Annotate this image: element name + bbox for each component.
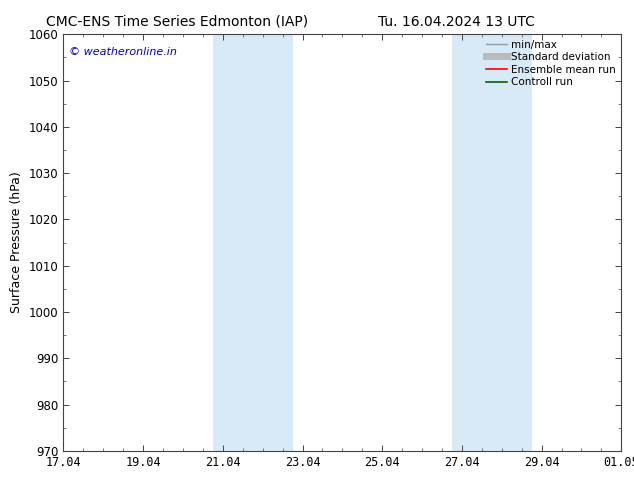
Bar <box>452 34 532 451</box>
Y-axis label: Surface Pressure (hPa): Surface Pressure (hPa) <box>10 172 23 314</box>
Bar <box>213 34 292 451</box>
Text: CMC-ENS Time Series Edmonton (IAP): CMC-ENS Time Series Edmonton (IAP) <box>46 15 309 29</box>
Text: Tu. 16.04.2024 13 UTC: Tu. 16.04.2024 13 UTC <box>378 15 535 29</box>
Legend: min/max, Standard deviation, Ensemble mean run, Controll run: min/max, Standard deviation, Ensemble me… <box>486 40 616 87</box>
Text: © weatheronline.in: © weatheronline.in <box>69 47 177 57</box>
